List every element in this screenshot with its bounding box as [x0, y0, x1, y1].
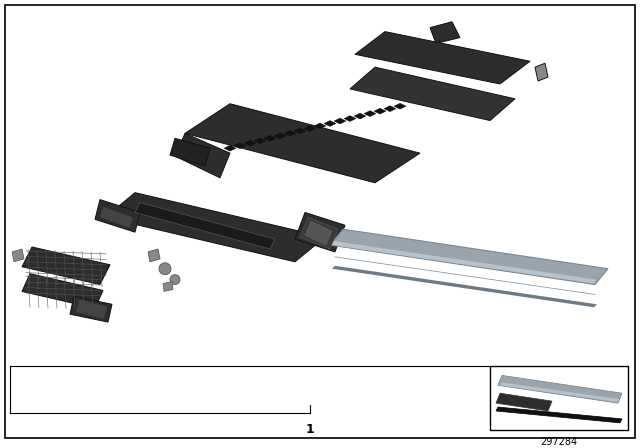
- Bar: [490, 366, 628, 430]
- Polygon shape: [334, 118, 346, 124]
- Polygon shape: [148, 249, 160, 262]
- Polygon shape: [305, 221, 332, 245]
- Polygon shape: [314, 123, 326, 129]
- Polygon shape: [364, 111, 376, 116]
- Polygon shape: [394, 103, 406, 109]
- Polygon shape: [355, 32, 530, 84]
- Polygon shape: [496, 407, 622, 423]
- Polygon shape: [330, 229, 608, 284]
- Polygon shape: [244, 140, 256, 146]
- Polygon shape: [163, 282, 173, 292]
- Polygon shape: [332, 266, 597, 307]
- Polygon shape: [234, 143, 246, 149]
- Polygon shape: [100, 207, 133, 228]
- Polygon shape: [284, 130, 296, 136]
- Polygon shape: [22, 274, 103, 308]
- Polygon shape: [295, 212, 345, 252]
- Polygon shape: [254, 138, 266, 144]
- Polygon shape: [496, 393, 552, 411]
- Polygon shape: [535, 63, 548, 81]
- Polygon shape: [12, 249, 24, 262]
- Polygon shape: [175, 134, 230, 178]
- Polygon shape: [332, 241, 596, 284]
- Polygon shape: [498, 375, 622, 403]
- Polygon shape: [95, 199, 140, 232]
- Polygon shape: [500, 382, 619, 402]
- Polygon shape: [22, 247, 110, 284]
- Text: 1: 1: [306, 423, 314, 436]
- Polygon shape: [170, 138, 210, 166]
- Polygon shape: [430, 22, 460, 43]
- Polygon shape: [304, 125, 316, 131]
- Polygon shape: [70, 297, 112, 322]
- Circle shape: [159, 263, 171, 275]
- Text: 297284: 297284: [540, 437, 577, 447]
- Polygon shape: [384, 106, 396, 112]
- Polygon shape: [264, 135, 276, 141]
- Polygon shape: [374, 108, 386, 114]
- Polygon shape: [185, 104, 420, 183]
- Polygon shape: [300, 217, 338, 249]
- Polygon shape: [135, 202, 275, 249]
- Polygon shape: [344, 116, 356, 121]
- Polygon shape: [294, 128, 306, 134]
- Polygon shape: [350, 67, 515, 121]
- Polygon shape: [324, 121, 336, 126]
- Circle shape: [170, 275, 180, 284]
- Polygon shape: [274, 133, 286, 139]
- Polygon shape: [76, 299, 107, 319]
- Polygon shape: [224, 145, 236, 151]
- Polygon shape: [105, 193, 325, 262]
- Polygon shape: [354, 113, 366, 119]
